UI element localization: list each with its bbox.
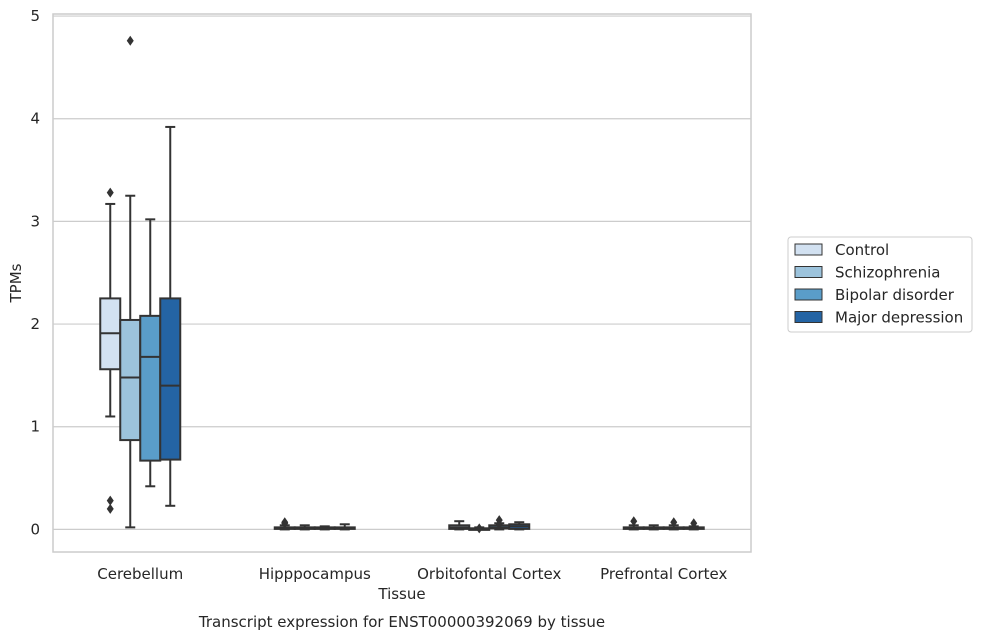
x-tick-label: Cerebellum — [97, 565, 183, 583]
x-tick-label: Orbitofontal Cortex — [417, 565, 561, 583]
y-axis-label: TPMs — [7, 263, 25, 303]
legend-label: Schizophrenia — [835, 264, 940, 282]
chart-caption: Transcript expression for ENST0000039206… — [198, 613, 605, 631]
box-schizophrenia — [468, 523, 491, 534]
outlier-point — [126, 35, 134, 46]
y-tick-label: 0 — [30, 520, 40, 538]
box-major-depression — [682, 518, 705, 531]
x-tick-label: Hipppocampus — [259, 565, 371, 583]
outlier-point — [281, 517, 289, 528]
box-major-depression — [159, 125, 182, 507]
outlier-point — [670, 517, 678, 528]
legend-swatch — [794, 243, 823, 256]
y-axis-ticks: 0 1 2 3 4 5 — [30, 7, 40, 538]
outlier-point — [475, 523, 483, 534]
outlier-point — [106, 187, 114, 198]
legend: Control Schizophrenia Bipolar disorder Majo… — [787, 236, 973, 333]
box-iqr — [139, 314, 162, 462]
x-axis-label: Tissue — [377, 585, 425, 603]
box-bipolar-disorder — [662, 517, 685, 531]
legend-label: Control — [835, 241, 889, 259]
box-schizophrenia — [293, 524, 316, 531]
legend-swatch — [794, 311, 823, 323]
y-tick-label: 1 — [30, 418, 40, 436]
legend-label: Major depression — [835, 309, 963, 327]
legend-frame — [787, 236, 973, 333]
outlier-point — [630, 516, 638, 527]
outlier-point — [495, 519, 503, 530]
box-major-depression — [508, 521, 531, 531]
outlier-point — [106, 495, 114, 506]
legend-label: Bipolar disorder — [835, 286, 955, 304]
box-control — [273, 517, 296, 531]
box-control — [448, 520, 471, 531]
outlier-point — [690, 518, 698, 529]
plot-area-frame — [52, 13, 752, 553]
box-iqr — [119, 318, 142, 442]
x-tick-label: Prefrontal Cortex — [600, 565, 727, 583]
x-axis-ticks: Cerebellum Hipppocampus Orbitofontal Corte… — [97, 565, 727, 583]
legend-swatch — [794, 288, 823, 301]
box-bipolar-disorder — [313, 525, 336, 531]
box-iqr — [159, 297, 182, 461]
outlier-point — [106, 503, 114, 514]
legend-swatch — [794, 266, 823, 278]
box-major-depression — [333, 523, 356, 531]
box-schizophrenia — [119, 35, 142, 529]
y-tick-label: 3 — [30, 212, 40, 230]
box-groups — [99, 35, 705, 534]
y-tick-label: 5 — [30, 7, 40, 25]
y-tick-label: 2 — [30, 315, 40, 333]
y-tick-label: 4 — [30, 110, 40, 128]
